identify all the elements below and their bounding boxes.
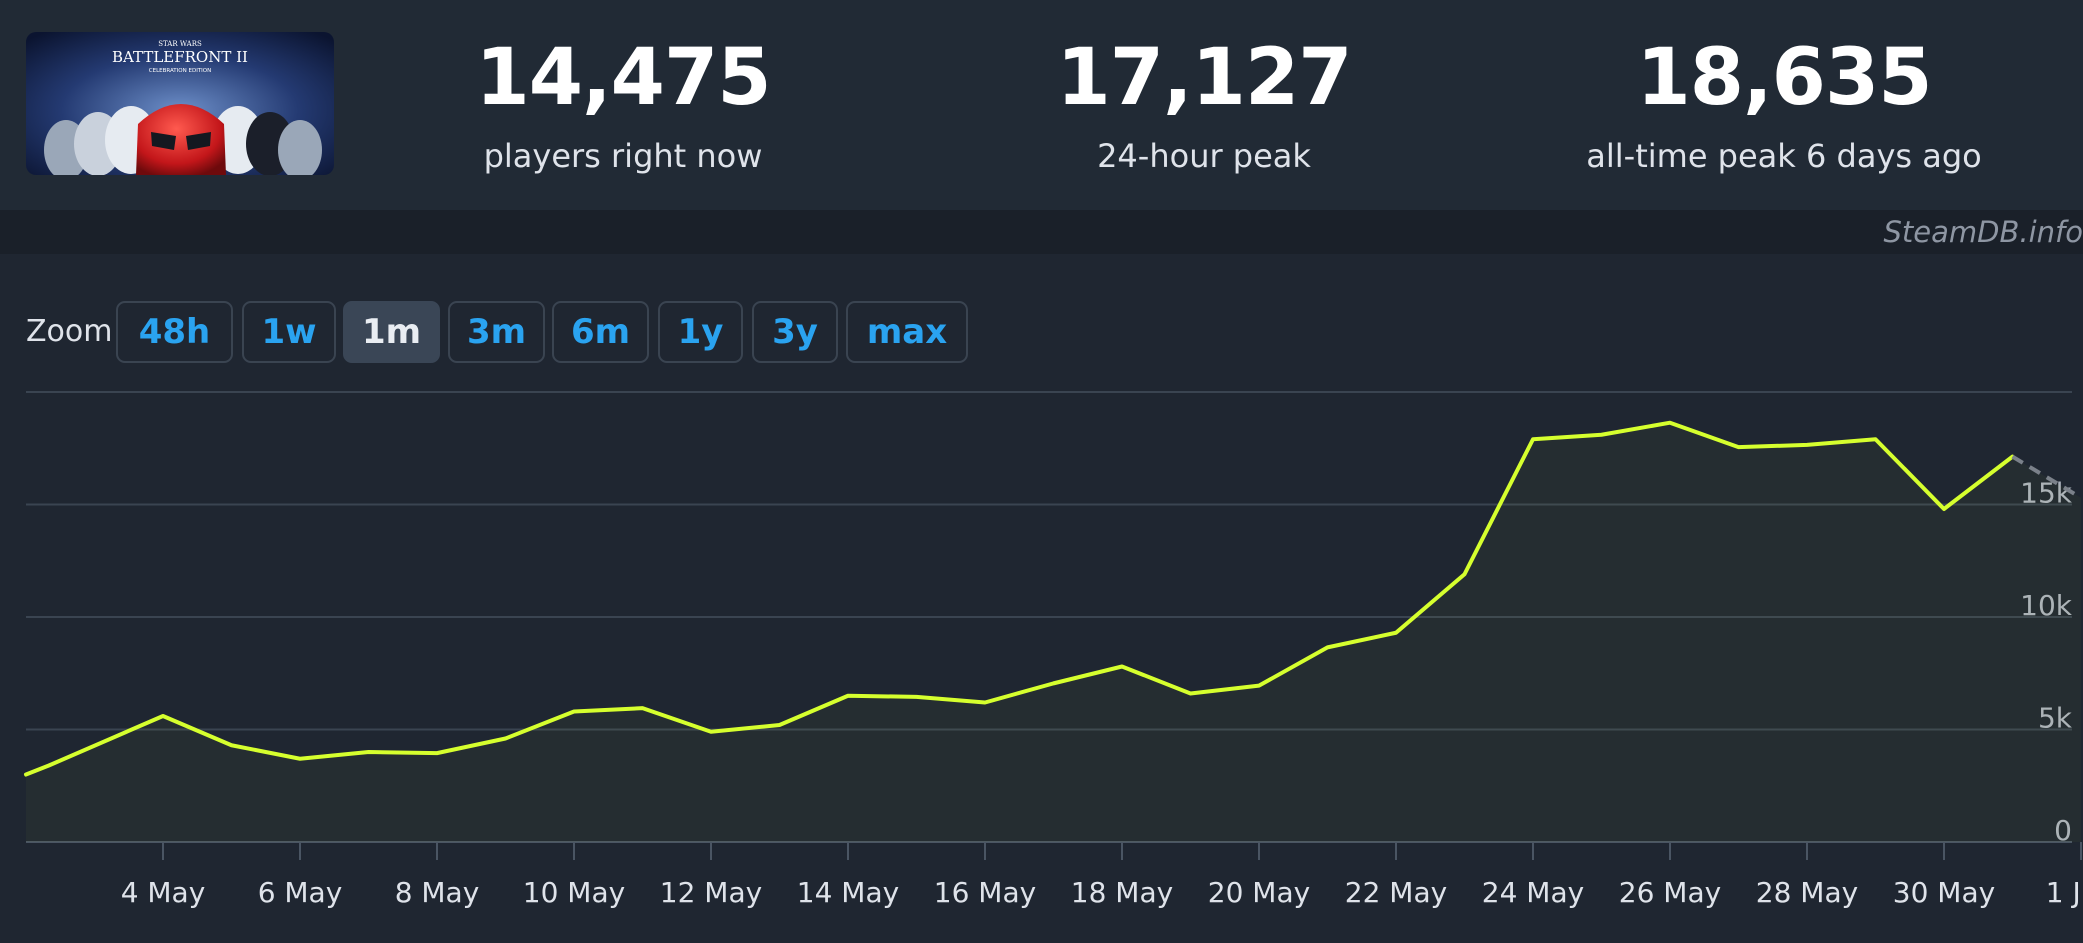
stat-players-now: 14,475 players right now bbox=[343, 30, 903, 178]
x-tick-label: 4 May bbox=[121, 876, 206, 909]
svg-text:BATTLEFRONT II: BATTLEFRONT II bbox=[112, 48, 248, 66]
all-time-peak-label: all-time peak 6 days ago bbox=[1586, 137, 1982, 175]
player-count-line bbox=[24, 420, 2015, 777]
zoom-1y-button[interactable]: 1y bbox=[658, 301, 743, 363]
zoom-3y-button[interactable]: 3y bbox=[752, 301, 838, 363]
game-cover-image: STAR WARS BATTLEFRONT II CELEBRATION EDI… bbox=[26, 32, 334, 175]
x-tick-label: 14 May bbox=[797, 876, 899, 909]
all-time-peak-value: 18,635 bbox=[1636, 33, 1933, 123]
x-tick-label: 26 May bbox=[1619, 876, 1721, 909]
zoom-48h-button[interactable]: 48h bbox=[116, 301, 233, 363]
x-tick-label: 16 May bbox=[934, 876, 1036, 909]
x-tick-label: 28 May bbox=[1756, 876, 1858, 909]
zoom-label: Zoom bbox=[26, 314, 113, 349]
x-tick-label: 8 May bbox=[395, 876, 480, 909]
x-tick-label: 30 May bbox=[1893, 876, 1995, 909]
peak-24h-value: 17,127 bbox=[1056, 33, 1353, 123]
y-tick-label: 0 bbox=[2054, 814, 2072, 847]
players-now-value: 14,475 bbox=[475, 33, 772, 123]
zoom-6m-button[interactable]: 6m bbox=[552, 301, 649, 363]
x-tick-label: 12 May bbox=[660, 876, 762, 909]
y-tick-label: 15k bbox=[2020, 477, 2073, 510]
x-tick-label: 6 May bbox=[258, 876, 343, 909]
y-tick-label: 5k bbox=[2038, 702, 2073, 735]
x-tick-label: 18 May bbox=[1071, 876, 1173, 909]
zoom-3m-button[interactable]: 3m bbox=[448, 301, 545, 363]
x-tick-label: 22 May bbox=[1345, 876, 1447, 909]
svg-text:CELEBRATION EDITION: CELEBRATION EDITION bbox=[149, 68, 212, 74]
x-tick-label: 24 May bbox=[1482, 876, 1584, 909]
x-tick-label: 1 Jun bbox=[2046, 876, 2083, 909]
chart-header-band bbox=[0, 210, 2083, 254]
x-tick-label: 20 May bbox=[1208, 876, 1310, 909]
peak-24h-label: 24-hour peak bbox=[1097, 137, 1311, 175]
zoom-1m-button[interactable]: 1m bbox=[343, 301, 440, 363]
zoom-1w-button[interactable]: 1w bbox=[242, 301, 336, 363]
x-tick-label: 10 May bbox=[523, 876, 625, 909]
projection-line bbox=[2011, 454, 2083, 500]
stat-24h-peak: 17,127 24-hour peak bbox=[924, 30, 1484, 178]
y-tick-label: 10k bbox=[2020, 589, 2073, 622]
svg-text:STAR WARS: STAR WARS bbox=[158, 40, 202, 48]
players-now-label: players right now bbox=[483, 137, 763, 175]
steamdb-watermark: SteamDB.info bbox=[1883, 215, 2083, 249]
zoom-max-button[interactable]: max bbox=[846, 301, 968, 363]
stat-all-time-peak: 18,635 all-time peak 6 days ago bbox=[1504, 30, 2064, 178]
stats-header bbox=[0, 0, 2083, 210]
series-area bbox=[26, 423, 2081, 842]
